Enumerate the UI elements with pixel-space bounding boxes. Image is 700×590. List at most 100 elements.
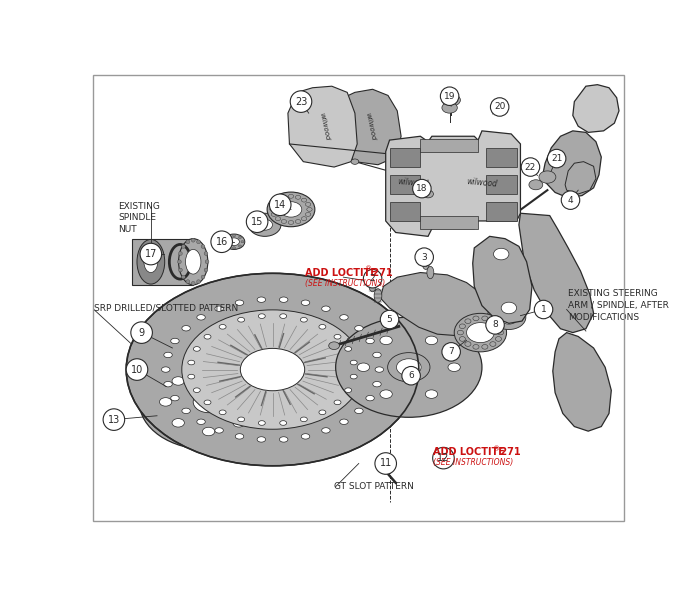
Text: ADD LOCTITE: ADD LOCTITE	[305, 267, 377, 277]
Text: 15: 15	[251, 217, 263, 227]
Text: GT SLOT PATTERN: GT SLOT PATTERN	[334, 482, 414, 491]
Ellipse shape	[178, 251, 182, 255]
Ellipse shape	[241, 241, 244, 243]
Text: wilwood: wilwood	[397, 176, 428, 188]
Ellipse shape	[280, 421, 287, 425]
Circle shape	[547, 149, 566, 168]
Ellipse shape	[233, 377, 245, 385]
Bar	[389, 202, 420, 221]
Text: 1: 1	[540, 305, 547, 314]
Bar	[420, 215, 478, 230]
Text: 14: 14	[274, 200, 286, 210]
Polygon shape	[380, 273, 490, 336]
Ellipse shape	[442, 94, 461, 106]
Ellipse shape	[215, 428, 223, 433]
Bar	[486, 202, 517, 221]
Text: 271: 271	[496, 447, 520, 457]
Ellipse shape	[465, 319, 471, 323]
Text: 23: 23	[295, 97, 307, 107]
Text: 4: 4	[568, 196, 573, 205]
Ellipse shape	[372, 382, 382, 387]
Ellipse shape	[191, 281, 195, 285]
Ellipse shape	[186, 250, 201, 274]
Ellipse shape	[454, 313, 507, 352]
Ellipse shape	[351, 159, 359, 165]
Ellipse shape	[355, 408, 363, 414]
Circle shape	[491, 98, 509, 116]
Circle shape	[412, 179, 431, 198]
Ellipse shape	[188, 360, 195, 365]
Ellipse shape	[227, 236, 230, 238]
Ellipse shape	[267, 192, 315, 227]
Ellipse shape	[295, 195, 301, 199]
Polygon shape	[340, 89, 401, 165]
Ellipse shape	[465, 342, 471, 346]
Ellipse shape	[329, 342, 340, 349]
Ellipse shape	[344, 388, 351, 392]
Ellipse shape	[300, 417, 307, 422]
Text: 9: 9	[139, 327, 145, 337]
Ellipse shape	[204, 335, 211, 339]
Ellipse shape	[178, 239, 208, 285]
Ellipse shape	[219, 410, 226, 415]
Bar	[486, 148, 517, 167]
Ellipse shape	[340, 314, 348, 320]
Circle shape	[131, 322, 153, 343]
Ellipse shape	[494, 248, 509, 260]
Circle shape	[126, 359, 148, 381]
Text: ®: ®	[365, 267, 372, 273]
Ellipse shape	[288, 221, 294, 224]
Ellipse shape	[457, 330, 463, 335]
Ellipse shape	[279, 297, 288, 303]
Ellipse shape	[193, 391, 224, 412]
Ellipse shape	[182, 310, 363, 430]
Text: 19: 19	[444, 91, 456, 101]
Ellipse shape	[302, 217, 307, 221]
Ellipse shape	[235, 434, 244, 439]
Ellipse shape	[302, 198, 307, 202]
Ellipse shape	[191, 238, 195, 242]
Text: 8: 8	[492, 320, 498, 329]
Ellipse shape	[295, 219, 301, 224]
Ellipse shape	[426, 336, 438, 345]
Ellipse shape	[539, 171, 556, 183]
Ellipse shape	[459, 337, 466, 341]
Circle shape	[246, 211, 268, 232]
Ellipse shape	[197, 419, 205, 424]
Ellipse shape	[473, 345, 479, 349]
Ellipse shape	[246, 398, 258, 406]
Polygon shape	[573, 84, 619, 132]
Ellipse shape	[235, 300, 244, 306]
Ellipse shape	[482, 316, 488, 320]
Ellipse shape	[490, 342, 496, 346]
Circle shape	[211, 231, 232, 253]
Text: 18: 18	[416, 184, 428, 193]
Ellipse shape	[186, 280, 190, 284]
Ellipse shape	[529, 180, 542, 190]
Text: (SEE INSTRUCTIONS): (SEE INSTRUCTIONS)	[305, 279, 385, 288]
Ellipse shape	[497, 330, 503, 335]
Ellipse shape	[300, 317, 307, 322]
Text: 16: 16	[216, 237, 228, 247]
Text: wilwood: wilwood	[466, 176, 498, 188]
Text: SRP DRILLED/SLOTTED PATTERN: SRP DRILLED/SLOTTED PATTERN	[94, 303, 238, 313]
Ellipse shape	[172, 418, 184, 427]
Ellipse shape	[305, 202, 311, 206]
Ellipse shape	[188, 374, 195, 379]
Ellipse shape	[319, 410, 326, 415]
Ellipse shape	[204, 251, 208, 255]
Text: 2: 2	[370, 274, 375, 283]
Ellipse shape	[223, 234, 245, 250]
Ellipse shape	[182, 326, 190, 331]
Ellipse shape	[448, 363, 461, 372]
Ellipse shape	[501, 302, 517, 314]
Circle shape	[363, 270, 382, 288]
Ellipse shape	[281, 219, 286, 224]
Ellipse shape	[193, 346, 200, 351]
Ellipse shape	[258, 421, 265, 425]
Text: 21: 21	[551, 154, 562, 163]
Ellipse shape	[202, 368, 215, 376]
Text: 5: 5	[386, 315, 393, 324]
Ellipse shape	[202, 427, 215, 436]
Ellipse shape	[322, 306, 330, 312]
